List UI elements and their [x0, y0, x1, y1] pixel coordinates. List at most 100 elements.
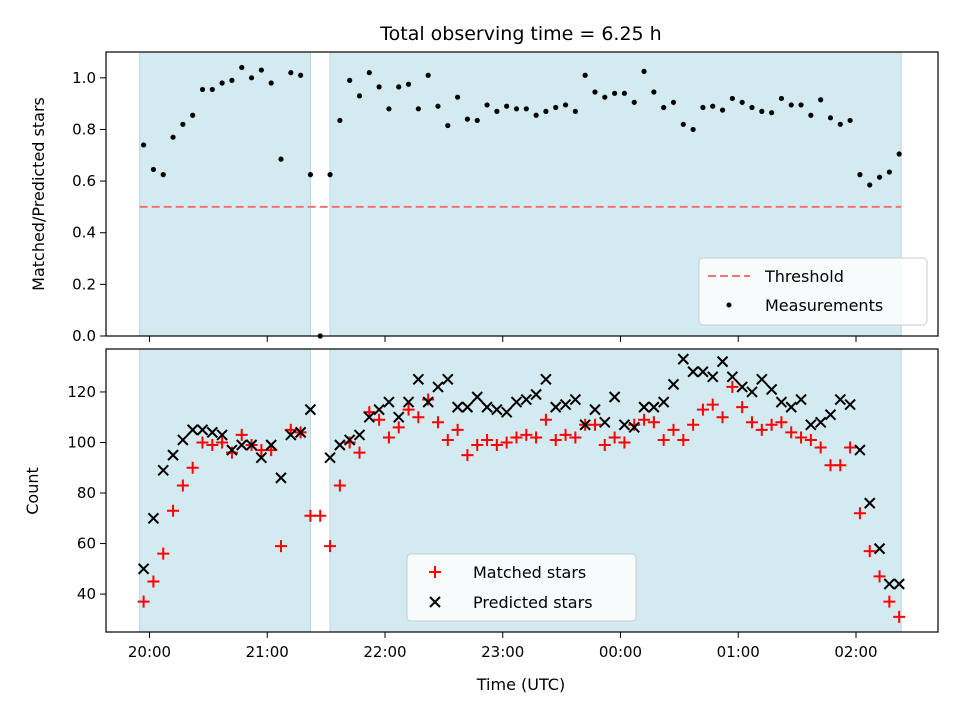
predicted-star-marker	[471, 391, 483, 403]
measurement-point	[494, 108, 500, 114]
predicted-star-marker	[510, 396, 523, 408]
measurement-point	[435, 103, 441, 109]
measurement-point	[543, 108, 549, 114]
measurement-point	[592, 89, 598, 95]
matched-star-marker	[706, 398, 719, 411]
predicted-star-marker	[461, 401, 474, 413]
count-panel: 40 60 80 100 120 20:00 21:00 22:00 23:00 00:00 01…	[23, 348, 939, 694]
measurement-point	[886, 169, 892, 175]
predicted-star-marker	[589, 403, 601, 416]
matched-star-marker	[863, 545, 876, 558]
ratio-legend: Threshold Measurements	[698, 257, 928, 326]
predicted-star-marker	[343, 434, 356, 446]
ratio-panel: 0.0 0.2 0.4 0.6 0.8 1.0 Matched/Predicted sta…	[29, 51, 939, 345]
count-y-label: Count	[23, 467, 42, 515]
matched-star-marker	[618, 436, 631, 449]
matched-star-marker	[853, 507, 866, 520]
measurement-point	[778, 95, 785, 102]
predicted-star-marker	[334, 439, 346, 451]
matched-star-marker	[588, 418, 601, 431]
measurement-point	[376, 84, 382, 90]
measurement-point	[769, 110, 775, 116]
measurement-point	[298, 72, 304, 78]
y-tick-label: 0.2	[72, 275, 96, 293]
measurement-point	[425, 72, 431, 78]
matched-star-marker	[804, 433, 817, 446]
measurement-point	[798, 102, 804, 108]
predicted-star-marker	[775, 396, 788, 408]
measurement-point	[474, 117, 480, 124]
predicted-star-marker	[726, 371, 739, 383]
matched-star-marker	[500, 436, 513, 449]
predicted-star-marker	[873, 542, 886, 555]
measurement-point	[337, 117, 343, 124]
matched-star-marker	[883, 595, 896, 608]
matched-star-marker	[471, 439, 484, 452]
legend-matched-swatch	[429, 566, 441, 578]
y-tick-label: 120	[67, 383, 96, 401]
measurement-point	[405, 81, 412, 87]
measurement-point	[141, 142, 147, 148]
matched-star-marker	[431, 416, 444, 429]
legend-threshold-label: Threshold	[764, 267, 844, 286]
measurement-point	[661, 104, 667, 111]
measurement-point	[631, 99, 637, 105]
measurement-point	[347, 77, 353, 83]
predicted-star-marker	[285, 429, 297, 441]
measurement-point	[219, 80, 225, 86]
matched-star-marker	[176, 479, 189, 492]
measurement-point	[533, 112, 539, 118]
predicted-star-marker	[559, 398, 572, 411]
x-tick-label: 23:00	[481, 643, 524, 661]
predicted-star-marker	[814, 416, 827, 428]
y-tick-label: 40	[77, 585, 96, 603]
matched-star-marker	[343, 436, 356, 449]
matched-star-marker	[324, 540, 337, 553]
matched-star-marker	[402, 403, 415, 416]
predicted-star-marker	[206, 426, 219, 439]
matched-star-marker	[422, 393, 435, 406]
measurement-point	[455, 94, 461, 100]
measurement-point	[248, 75, 255, 81]
predicted-star-marker	[393, 411, 405, 423]
matched-star-marker	[147, 575, 160, 588]
matched-star-marker	[206, 439, 219, 452]
measurement-point	[837, 121, 843, 127]
measurement-point	[445, 122, 451, 129]
measurement-point	[896, 151, 902, 157]
predicted-star-marker	[481, 401, 493, 413]
measurement-point	[229, 77, 235, 83]
matched-star-marker	[167, 504, 180, 517]
predicted-star-marker	[736, 381, 748, 393]
x-tick-label: 02:00	[834, 643, 877, 661]
measurement-point	[278, 156, 284, 162]
measurement-point	[857, 172, 863, 178]
matched-star-marker	[687, 418, 700, 431]
legend-predicted-swatch	[429, 596, 441, 608]
matched-star-marker	[441, 433, 454, 446]
matched-star-marker	[638, 413, 651, 426]
x-tick-label: 22:00	[363, 643, 406, 661]
observing-window-band	[139, 51, 311, 337]
predicted-star-marker	[442, 373, 454, 386]
matched-star-marker	[490, 439, 503, 452]
y-tick-label: 0.8	[72, 120, 96, 138]
predicted-star-marker	[422, 396, 434, 408]
matched-star-marker	[893, 610, 906, 623]
predicted-star-marker	[657, 396, 670, 408]
measurement-point	[641, 68, 647, 74]
x-axis-label: Time (UTC)	[476, 675, 565, 694]
y-tick-label: 80	[77, 484, 96, 502]
measurement-point	[876, 174, 883, 180]
measurement-point	[670, 99, 677, 105]
predicted-star-marker	[432, 381, 444, 393]
matched-star-marker	[598, 439, 611, 452]
measurement-point	[700, 104, 706, 111]
y-tick-label: 0.0	[72, 327, 96, 345]
measurement-point	[190, 112, 196, 118]
matched-star-marker	[520, 428, 533, 441]
matched-star-marker	[451, 423, 464, 436]
predicted-star-marker	[618, 419, 631, 431]
x-tick-label: 21:00	[246, 643, 289, 661]
matched-star-marker	[844, 441, 857, 454]
